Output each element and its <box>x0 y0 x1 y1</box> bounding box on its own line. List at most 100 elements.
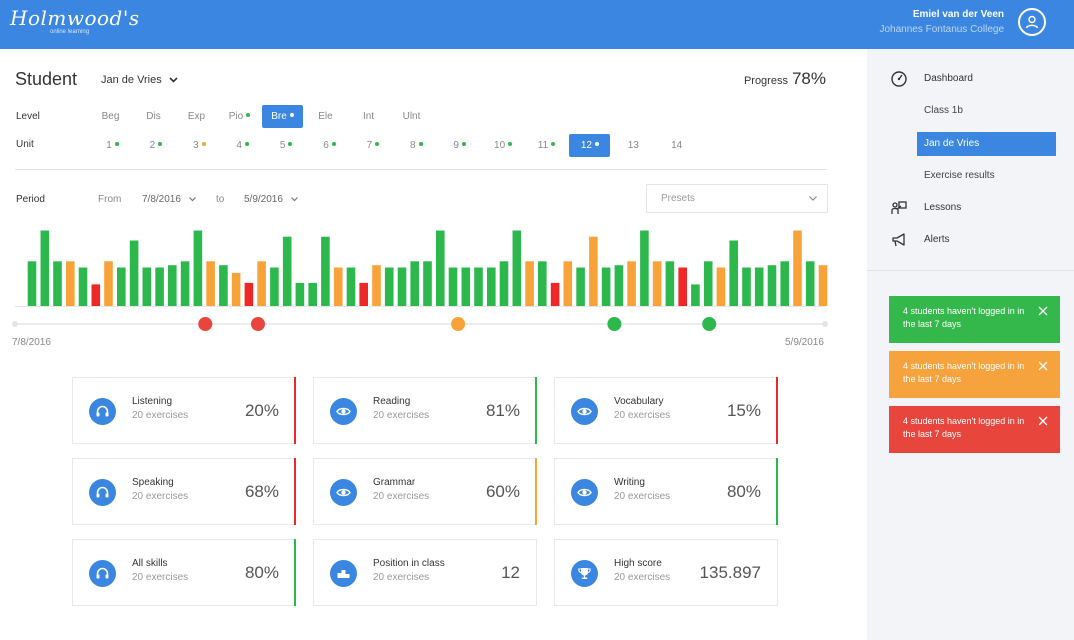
skill-card-reading[interactable]: Reading 20 exercises 81% <box>313 377 537 444</box>
sidebar-item-dashboard[interactable]: Dashboard <box>867 67 1074 91</box>
card-subtitle: 20 exercises <box>132 491 189 502</box>
alert-text: 4 students haven't logged in in the last… <box>903 416 1025 439</box>
student-select[interactable]: Jan de Vries <box>101 74 178 86</box>
skill-card-speaking[interactable]: Speaking 20 exercises 68% <box>72 458 296 525</box>
unit-tab-13[interactable]: 13 <box>613 134 654 157</box>
level-tab-Beg[interactable]: Beg <box>90 105 131 128</box>
card-subtitle: 20 exercises <box>614 491 671 502</box>
chart-bar <box>257 261 266 306</box>
unit-tab-9[interactable]: 9 <box>439 134 480 157</box>
level-tab-Ulnt[interactable]: Ulnt <box>391 105 432 128</box>
chart-bar <box>754 267 764 306</box>
unit-tab-5[interactable]: 5 <box>266 134 307 157</box>
level-tab-Int[interactable]: Int <box>348 105 389 128</box>
user-info: Emiel van der Veen Johannes Fontanus Col… <box>879 9 1004 35</box>
unit-tab-11[interactable]: 11 <box>526 134 567 157</box>
chart-bar <box>665 261 675 306</box>
to-date-select[interactable]: 5/9/2016 <box>244 194 298 205</box>
sidebar-item-student[interactable]: Jan de Vries <box>917 132 1056 156</box>
chart-bar <box>487 267 496 306</box>
from-date-select[interactable]: 7/8/2016 <box>142 194 196 205</box>
level-tab-Dis[interactable]: Dis <box>133 105 174 128</box>
level-tab-label: Exp <box>187 111 206 122</box>
trophy-icon <box>578 568 591 579</box>
chart-bar <box>219 265 228 306</box>
user-avatar-button[interactable] <box>1018 8 1046 36</box>
alert-text: 4 students haven't logged in in the last… <box>903 361 1025 384</box>
unit-tab-label: 9 <box>453 140 459 151</box>
skill-card-writing[interactable]: Writing 20 exercises 80% <box>554 458 778 525</box>
logo[interactable]: Holmwood's online learning <box>10 6 140 35</box>
period-label: Period <box>16 194 45 205</box>
chart-bar <box>27 261 37 306</box>
chart-bar <box>372 265 381 306</box>
page-title: Student <box>15 69 78 89</box>
skill-card-high-score[interactable]: High score 20 exercises 135.897 <box>554 539 778 606</box>
unit-tab-8[interactable]: 8 <box>396 134 437 157</box>
timeline-start-handle[interactable] <box>12 321 18 327</box>
timeline-marker[interactable] <box>251 317 265 331</box>
unit-tab-2[interactable]: 2 <box>135 134 176 157</box>
unit-tab-1[interactable]: 1 <box>92 134 133 157</box>
level-tab-label: Ulnt <box>402 111 421 122</box>
status-bar <box>294 539 296 606</box>
chart-bar <box>589 236 598 306</box>
status-dot <box>201 142 206 147</box>
chart-bar <box>359 282 368 306</box>
sidebar-item-exercise-results[interactable]: Exercise results <box>924 170 995 181</box>
unit-tab-3[interactable]: 3 <box>179 134 220 157</box>
level-tab-Pio[interactable]: Pio <box>219 105 260 128</box>
close-icon[interactable] <box>1038 361 1048 371</box>
chart-bar <box>423 261 432 306</box>
presets-select[interactable]: Presets <box>646 184 828 213</box>
chart-bar <box>40 230 50 306</box>
unit-tab-14[interactable]: 14 <box>656 134 697 157</box>
close-icon[interactable] <box>1038 306 1048 316</box>
level-tab-label: Int <box>362 111 375 122</box>
chart-bar <box>91 284 101 306</box>
alert-red: 4 students haven't logged in in the last… <box>889 406 1060 453</box>
level-tab-Exp[interactable]: Exp <box>176 105 217 128</box>
unit-tab-10[interactable]: 10 <box>483 134 524 157</box>
card-icon <box>89 479 116 506</box>
unit-label: Unit <box>16 139 34 150</box>
timeline-end-handle[interactable] <box>822 321 828 327</box>
megaphone-icon <box>892 233 905 247</box>
skill-card-grammar[interactable]: Grammar 20 exercises 60% <box>313 458 537 525</box>
headphones-icon <box>96 567 109 579</box>
timeline-marker[interactable] <box>198 317 213 331</box>
unit-tab-12[interactable]: 12 <box>569 134 611 157</box>
podium-icon <box>337 570 350 578</box>
skill-card-all-skills[interactable]: All skills 20 exercises 80% <box>72 539 296 606</box>
unit-tab-7[interactable]: 7 <box>352 134 393 157</box>
chart-bar <box>244 282 254 306</box>
unit-tab-label: 6 <box>323 140 329 151</box>
unit-tab-6[interactable]: 6 <box>309 134 350 157</box>
sidebar-item-alerts[interactable]: Alerts <box>867 228 1074 252</box>
skill-card-vocabulary[interactable]: Vocabulary 20 exercises 15% <box>554 377 778 444</box>
chart-bar <box>155 267 164 306</box>
status-bar <box>776 458 778 525</box>
skill-card-position-in-class[interactable]: Position in class 20 exercises 12 <box>313 539 537 606</box>
sidebar-item-class[interactable]: Class 1b <box>924 105 963 116</box>
sidebar-item-lessons[interactable]: Lessons <box>867 196 1074 220</box>
level-tab-Ele[interactable]: Ele <box>305 105 346 128</box>
timeline-marker[interactable] <box>702 317 717 331</box>
level-tab-Bre[interactable]: Bre <box>262 105 303 128</box>
close-icon[interactable] <box>1038 416 1048 426</box>
unit-tab-label: 10 <box>494 140 506 151</box>
skill-card-listening[interactable]: Listening 20 exercises 20% <box>72 377 296 444</box>
timeline-marker[interactable] <box>451 317 466 331</box>
card-subtitle: 20 exercises <box>373 491 430 502</box>
from-label: From <box>98 194 122 205</box>
main-content: Student Jan de Vries Progress 78% Level B… <box>0 49 867 640</box>
unit-tab-4[interactable]: 4 <box>222 134 263 157</box>
headphones-icon <box>96 486 109 498</box>
card-icon <box>330 398 357 425</box>
timeline-marker[interactable] <box>607 317 622 331</box>
chart-start-date: 7/8/2016 <box>12 337 51 348</box>
card-subtitle: 20 exercises <box>373 410 430 421</box>
chart-bar <box>716 267 726 306</box>
chevron-down-icon <box>169 77 178 83</box>
unit-tab-label: 4 <box>236 140 242 151</box>
